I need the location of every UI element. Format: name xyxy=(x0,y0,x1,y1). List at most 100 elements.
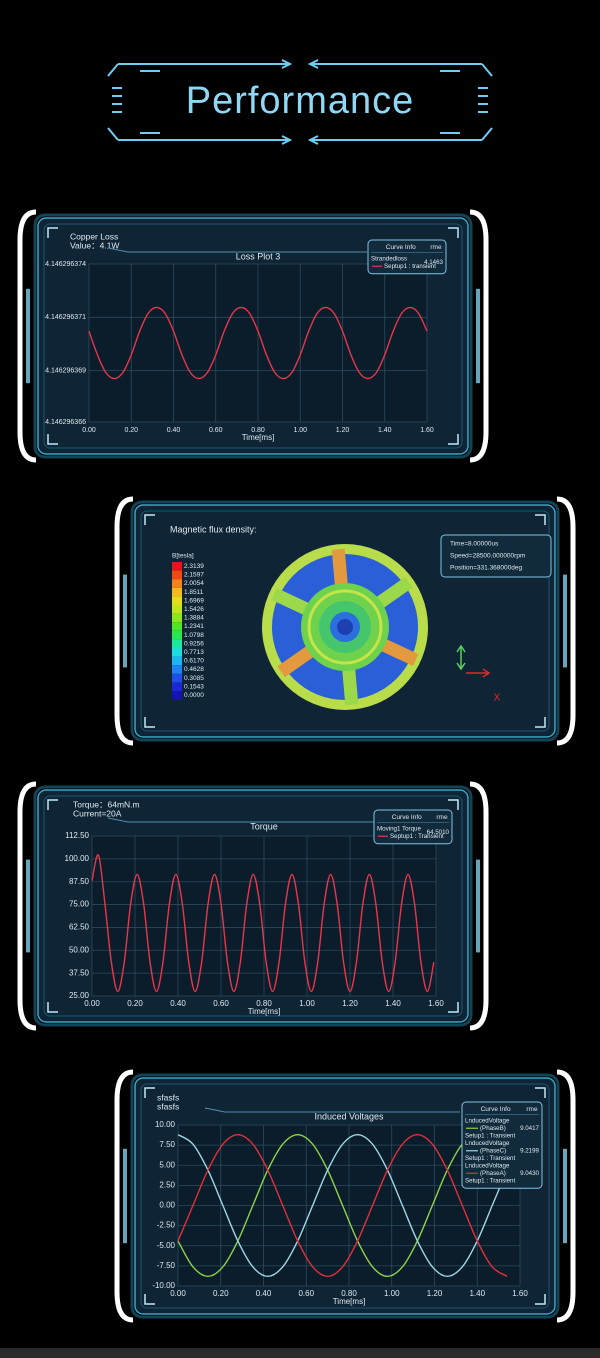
colorbar-swatch xyxy=(172,605,182,614)
annotation: Copper Loss xyxy=(70,231,118,241)
frame-tick xyxy=(112,87,488,113)
x-tick-label: 1.00 xyxy=(384,1289,400,1298)
axis-arrow-x xyxy=(466,668,491,678)
info-box xyxy=(440,534,552,578)
colorbar-swatch xyxy=(172,562,182,571)
colorbar-swatch xyxy=(172,587,182,597)
y-tick-label: 5.00 xyxy=(159,1160,175,1169)
legend-box xyxy=(373,809,453,845)
page-title: Performance xyxy=(186,80,415,122)
header-frame xyxy=(107,59,493,145)
y-tick-label: 0.00 xyxy=(159,1201,175,1210)
axis-arrow-y xyxy=(456,644,466,671)
y-tick-label: -2.50 xyxy=(157,1221,176,1230)
x-axis-label: Time[ms] xyxy=(248,1007,281,1016)
colorbar-label: 2.3139 xyxy=(184,563,204,570)
info-text: Position=331.368000deg xyxy=(450,565,522,572)
colorbar-swatch xyxy=(172,622,182,631)
x-tick-label: 1.20 xyxy=(336,427,350,434)
legend-name: LnducedVoltage xyxy=(465,1162,510,1169)
y-tick-label: 87.50 xyxy=(69,877,90,886)
series-line xyxy=(88,306,428,380)
x-tick-label: 1.40 xyxy=(385,999,401,1008)
corner-accent xyxy=(535,1294,546,1305)
y-tick-label: -5.00 xyxy=(157,1241,176,1250)
legend-box xyxy=(461,1101,543,1189)
x-tick-label: 0.60 xyxy=(213,999,229,1008)
corner-accent xyxy=(144,1087,155,1098)
motor-tooth xyxy=(331,548,348,588)
legend-setup: Setup1 : Transient xyxy=(465,1177,515,1184)
bracket-bar xyxy=(563,1148,567,1244)
title-rule xyxy=(107,247,367,253)
colorbar-label: 0.9256 xyxy=(184,640,204,647)
legend-name: LnducedVoltage xyxy=(465,1140,510,1147)
colorbar-label: 0.4628 xyxy=(184,666,204,673)
annotation: Value：4.1W xyxy=(70,240,119,250)
panel-glow xyxy=(130,500,560,742)
x-tick-label: 0.20 xyxy=(124,427,138,434)
panel-inner xyxy=(140,1083,550,1309)
legend-phase: (PhaseC) xyxy=(480,1147,506,1154)
x-tick-label: 1.00 xyxy=(293,427,307,434)
frame-line xyxy=(140,70,460,134)
x-tick-label: 1.40 xyxy=(378,427,392,434)
x-axis-label: Time[ms] xyxy=(333,1297,366,1306)
y-tick-label: -7.50 xyxy=(157,1261,176,1270)
x-tick-label: 0.60 xyxy=(298,1289,314,1298)
legend-name: Strandedloss xyxy=(371,255,407,262)
bracket-bar xyxy=(476,288,480,384)
bracket xyxy=(469,781,489,1031)
x-tick-label: 1.40 xyxy=(469,1289,485,1298)
panel-glow xyxy=(33,785,473,1027)
x-tick-label: 1.20 xyxy=(427,1289,443,1298)
colorbar-swatch xyxy=(172,579,182,588)
legend-title: Curve Info xyxy=(386,244,416,251)
colorbar-label: 1.6969 xyxy=(184,597,204,604)
title-rule xyxy=(107,817,376,823)
legend-phase: (PhaseB) xyxy=(480,1125,506,1132)
colorbar-swatch xyxy=(172,691,182,700)
x-tick-label: 0.00 xyxy=(84,999,100,1008)
legend-header: rme xyxy=(430,244,442,251)
x-tick-label: 1.60 xyxy=(512,1289,528,1298)
corner-accent xyxy=(535,1087,546,1098)
legend-setup: Setup1 : Transient xyxy=(465,1155,515,1162)
x-tick-label: 0.60 xyxy=(209,427,223,434)
info-text: Speed=28500.000000rpm xyxy=(450,553,525,560)
bracket xyxy=(556,1069,576,1323)
y-tick-label: 2.50 xyxy=(159,1180,175,1189)
bracket xyxy=(556,496,576,746)
colorbar-label: 2.0054 xyxy=(184,580,204,587)
annotation: Current=20A xyxy=(73,808,122,818)
x-tick-label: 0.40 xyxy=(167,427,181,434)
bracket xyxy=(114,496,134,746)
y-tick-label: 4.146296369 xyxy=(45,367,86,374)
panel-inner xyxy=(43,795,463,1017)
colorbar-swatch xyxy=(172,673,182,683)
x-tick-label: 0.80 xyxy=(251,427,265,434)
panel-inner xyxy=(140,510,550,732)
y-tick-label: 25.00 xyxy=(69,991,90,1000)
info-text: Time=8.00000us xyxy=(450,541,499,548)
motor-rotor-ring xyxy=(307,589,383,665)
y-tick-label: 7.50 xyxy=(159,1140,175,1149)
colorbar-label: 1.3884 xyxy=(184,615,204,622)
x-tick-label: 1.00 xyxy=(299,999,315,1008)
colorbar-title: B[tesla] xyxy=(172,553,194,560)
annotation: sfasfs xyxy=(157,1101,179,1111)
legend-value: 64.5010 xyxy=(427,829,450,836)
motor-shaft xyxy=(337,619,353,635)
x-tick-label: 1.60 xyxy=(428,999,444,1008)
title-rule xyxy=(204,1107,460,1113)
bracket xyxy=(114,1069,134,1323)
bracket-bar xyxy=(476,859,480,953)
colorbar-label: 0.0000 xyxy=(184,692,204,699)
colorbar-swatch xyxy=(172,570,182,580)
motor-tooth xyxy=(277,644,316,678)
legend-setup: Setup1 : Transient xyxy=(465,1132,515,1139)
y-tick-label: 112.50 xyxy=(65,831,89,840)
corner-accent xyxy=(144,1294,155,1305)
bracket xyxy=(469,209,489,463)
